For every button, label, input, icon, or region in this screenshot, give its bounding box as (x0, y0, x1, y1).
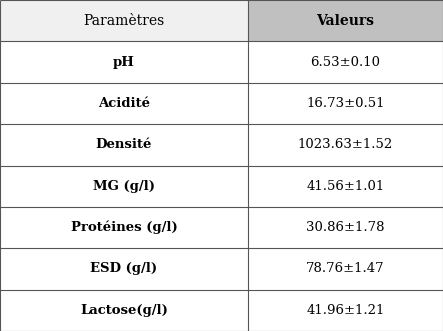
Text: MG (g/l): MG (g/l) (93, 180, 155, 193)
Bar (0, 83, 443, 124)
Bar (0, 0, 248, 41)
Text: 41.96±1.21: 41.96±1.21 (307, 304, 385, 317)
Text: Lactose(g/l): Lactose(g/l) (80, 304, 168, 317)
Text: 78.76±1.47: 78.76±1.47 (306, 262, 385, 275)
Bar (248, 0, 443, 41)
Bar (0, 166, 443, 207)
Bar (0, 290, 443, 331)
Text: 30.86±1.78: 30.86±1.78 (306, 221, 385, 234)
Text: Protéines (g/l): Protéines (g/l) (71, 221, 177, 234)
Bar (0, 248, 443, 290)
Text: Valeurs: Valeurs (317, 14, 374, 28)
Text: 16.73±0.51: 16.73±0.51 (306, 97, 385, 110)
Text: 41.56±1.01: 41.56±1.01 (307, 180, 385, 193)
Text: Densité: Densité (96, 138, 152, 151)
Text: Paramètres: Paramètres (83, 14, 165, 28)
Bar (0, 124, 443, 166)
Bar (0, 207, 443, 248)
Text: Acidité: Acidité (98, 97, 150, 110)
Bar (0, 41, 443, 83)
Text: ESD (g/l): ESD (g/l) (90, 262, 158, 275)
Text: 1023.63±1.52: 1023.63±1.52 (298, 138, 393, 151)
Text: pH: pH (113, 56, 135, 69)
Text: 6.53±0.10: 6.53±0.10 (311, 56, 381, 69)
